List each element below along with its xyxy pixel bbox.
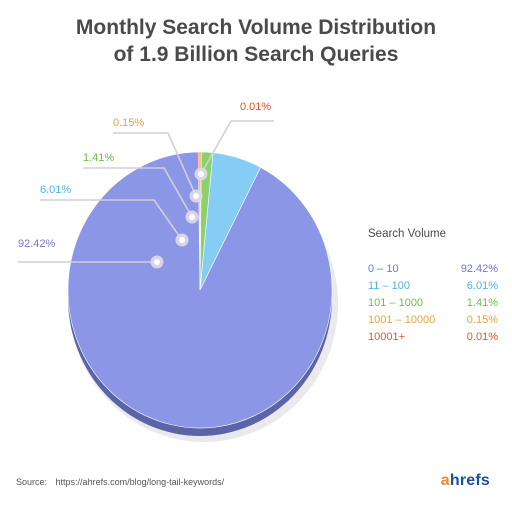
legend-item-value: 0.15% [466,314,498,326]
legend-item-10001: 10001+ 0.01% [368,329,498,346]
data-label-10001: 0.01% [240,101,271,113]
legend-item-label: 1001 – 10000 [368,314,436,326]
legend-item-label: 101 – 1000 [368,297,424,309]
data-label-11-100: 6.01% [40,184,71,196]
callout-line [200,120,274,175]
legend-item-label: 11 – 100 [368,280,411,292]
callout-line [83,167,193,218]
legend-item-value: 92.42% [460,263,498,275]
callout-marker-dot [154,259,160,265]
legend-item-label: 0 – 10 [368,263,399,275]
pie-slice-10001 [197,151,201,291]
logo-letter-a: a [440,472,450,489]
callout-1001-10000: 0.15% [113,117,203,203]
callout-line [113,132,197,197]
ahrefs-logo: ahrefs [441,472,490,490]
chart-title: Monthly Search Volume Distribution of 1.… [0,14,512,68]
data-label-1001-10000: 0.15% [113,117,144,129]
source-label: Source: [16,477,48,487]
legend-title: Search Volume [368,228,446,240]
legend-item-0-10: 0 – 10 92.42% [368,261,498,278]
callout-line [40,199,183,241]
pie-layer [67,151,338,442]
callout-101-1000: 1.41% [83,152,199,224]
callout-layer: 92.42% 6.01% 1.41% 0.15% 0.01% [18,101,274,269]
legend-item-value: 0.01% [466,331,498,343]
callout-marker-dot [189,214,195,220]
callout-marker-dot [179,237,185,243]
data-label-101-1000: 1.41% [83,152,114,164]
legend-item-label: 10001+ [368,331,406,343]
legend-item-value: 1.41% [466,297,498,309]
source-note: Source: https://ahrefs.com/blog/long-tai… [16,477,224,487]
callout-marker-dot [193,193,199,199]
legend-item-1001-10000: 1001 – 10000 0.15% [368,312,498,329]
legend-item-101-1000: 101 – 1000 1.41% [368,295,498,312]
legend-rows: 0 – 10 92.42% 11 – 100 6.01% 101 – 1000 1.41%… [368,261,498,346]
legend: Search Volume 0 – 10 92.42% 11 – 100 6.01% 1… [368,228,498,346]
legend-item-11-100: 11 – 100 6.01% [368,278,498,295]
callout-marker-dot [198,171,204,177]
legend-item-value: 6.01% [466,280,498,292]
logo-rest: hrefs [449,472,490,489]
chart-title-line-1: Monthly Search Volume Distribution [75,16,437,39]
source-link[interactable]: https://ahrefs.com/blog/long-tail-keywor… [55,477,225,487]
callout-0-10: 92.42% [18,238,164,269]
chart-title-line-2: of 1.9 Billion Search Queries [113,43,399,66]
data-label-0-10: 92.42% [18,238,56,250]
callout-10001: 0.01% [194,101,274,181]
callout-11-100: 6.01% [40,184,189,247]
